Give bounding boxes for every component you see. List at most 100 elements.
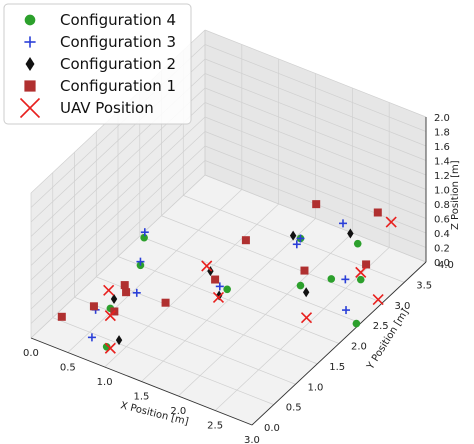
grid-line-back-z: [204, 116, 427, 205]
z-tick-label: 0.4: [434, 229, 450, 240]
legend-marker-configuration-4: [24, 14, 36, 26]
grid-line-left-z: [30, 131, 206, 295]
grid-line-left-z: [30, 102, 206, 266]
y-tick-label: 3.5: [416, 280, 432, 291]
z-tick-label: 2.0: [434, 113, 450, 124]
point-configuration-2: [115, 335, 123, 346]
legend-label-uav-position: UAV Position: [60, 99, 154, 117]
point-configuration-4: [140, 233, 148, 242]
z-tick-label: 1.8: [434, 128, 450, 139]
point-configuration-4: [296, 281, 305, 290]
point-configuration-1: [57, 312, 66, 321]
z-tick-label: 0.6: [434, 215, 450, 226]
point-configuration-2: [215, 290, 223, 301]
grid-lines: [30, 29, 427, 426]
point-configuration-1: [241, 236, 250, 245]
grid-line-back-z: [204, 87, 427, 176]
y-tick-label: 2.0: [351, 342, 367, 353]
point-uav-position: [355, 266, 367, 278]
z-tick-label: 1.2: [434, 171, 450, 182]
grid-line-back-z: [204, 58, 427, 147]
grid-line-back-z: [204, 174, 427, 263]
legend-marker-uav-position: [19, 97, 41, 119]
grid-line-floor-y: [52, 317, 274, 405]
grid-line-floor-y: [139, 235, 361, 324]
point-configuration-3: [140, 228, 149, 237]
x-tick-label: 0.0: [23, 348, 39, 359]
point-uav-position: [385, 216, 397, 228]
point-configuration-1: [312, 200, 321, 209]
y-axis-line: [251, 261, 427, 426]
grid-line-back-z: [204, 29, 427, 118]
tick-labels: 0.0 0.5 1.0 1.5 2.0 2.5 3.0 0.0 0.5 1.0 1.5 2.0 2.5 3…: [23, 113, 454, 444]
y-tick-label: 3.0: [395, 301, 411, 312]
grid-line-left-z: [30, 160, 206, 324]
point-uav-position: [104, 310, 116, 322]
grid-line-left-z: [30, 174, 206, 339]
point-configuration-1: [161, 298, 170, 307]
point-configuration-3: [136, 257, 145, 266]
grid-line-left-z: [30, 116, 206, 281]
point-configuration-4: [223, 285, 231, 294]
point-configuration-3: [341, 275, 350, 284]
x-tick-label: 0.5: [60, 363, 76, 374]
x-tick-label: 1.0: [97, 377, 113, 388]
point-configuration-3: [292, 240, 301, 249]
point-configuration-1: [300, 266, 309, 275]
z-tick-label: 1.4: [434, 157, 450, 168]
point-configuration-2: [347, 228, 354, 239]
point-configuration-2: [110, 293, 118, 304]
axis-lines: [30, 117, 427, 426]
x-tick-label: 2.0: [170, 406, 186, 417]
point-configuration-1: [373, 208, 382, 217]
point-configuration-3: [87, 333, 96, 342]
legend-marker-configuration-1: [24, 80, 36, 92]
legend-box: [3, 3, 192, 125]
point-configuration-3: [342, 306, 351, 315]
legend-label-configuration-2: Configuration 2: [60, 55, 176, 73]
grid-line-floor-y: [117, 256, 340, 344]
y-tick-label: 4.0: [438, 260, 454, 271]
y-tick-label: 1.5: [329, 362, 345, 373]
grid-line-back-z: [204, 73, 427, 161]
grid-line-back-z: [204, 102, 427, 190]
z-tick-label: 0.2: [434, 244, 450, 255]
grid-line-back-z: [204, 44, 427, 132]
y-tick-label: 0.5: [286, 403, 302, 414]
grid-line-back-z: [204, 131, 427, 219]
point-configuration-1: [362, 260, 371, 269]
point-uav-position: [212, 291, 225, 304]
x-axis-line: [30, 337, 253, 426]
y-tick-label: 2.5: [373, 321, 389, 332]
legend-label-configuration-4: Configuration 4: [60, 11, 176, 29]
x-tick-label: 3.0: [244, 435, 260, 444]
z-tick-label: 1.6: [434, 142, 450, 153]
point-uav-position: [103, 284, 115, 296]
point-configuration-3: [339, 219, 347, 228]
x-axis-label: X Position [m]: [119, 400, 189, 428]
y-tick-label: 0.0: [264, 423, 280, 434]
point-configuration-3: [296, 234, 305, 243]
point-configuration-4: [356, 275, 365, 284]
point-configuration-2: [289, 230, 297, 241]
point-configuration-1: [120, 281, 129, 290]
grid-line-floor-y: [96, 276, 318, 365]
point-configuration-1: [211, 275, 220, 284]
point-configuration-2: [302, 287, 310, 298]
legend: Configuration 4 Configuration 3 Configurat…: [3, 3, 192, 125]
y-axis-label: Y Position [m]: [365, 307, 411, 372]
legend-marker-configuration-3: [24, 36, 36, 48]
point-configuration-4: [102, 343, 111, 351]
grid-line-back-z: [204, 145, 427, 234]
legend-marker-configuration-2: [25, 57, 35, 71]
data-points: [57, 200, 397, 354]
legend-label-configuration-1: Configuration 1: [60, 77, 176, 95]
point-configuration-1: [89, 302, 98, 311]
z-tick-label: 0.8: [434, 200, 450, 211]
z-tick-label: 0.0: [434, 258, 450, 269]
point-configuration-3: [215, 282, 224, 291]
grid-line-left-z: [30, 145, 206, 310]
legend-label-configuration-3: Configuration 3: [60, 33, 176, 51]
x-tick-label: 2.5: [207, 421, 223, 432]
